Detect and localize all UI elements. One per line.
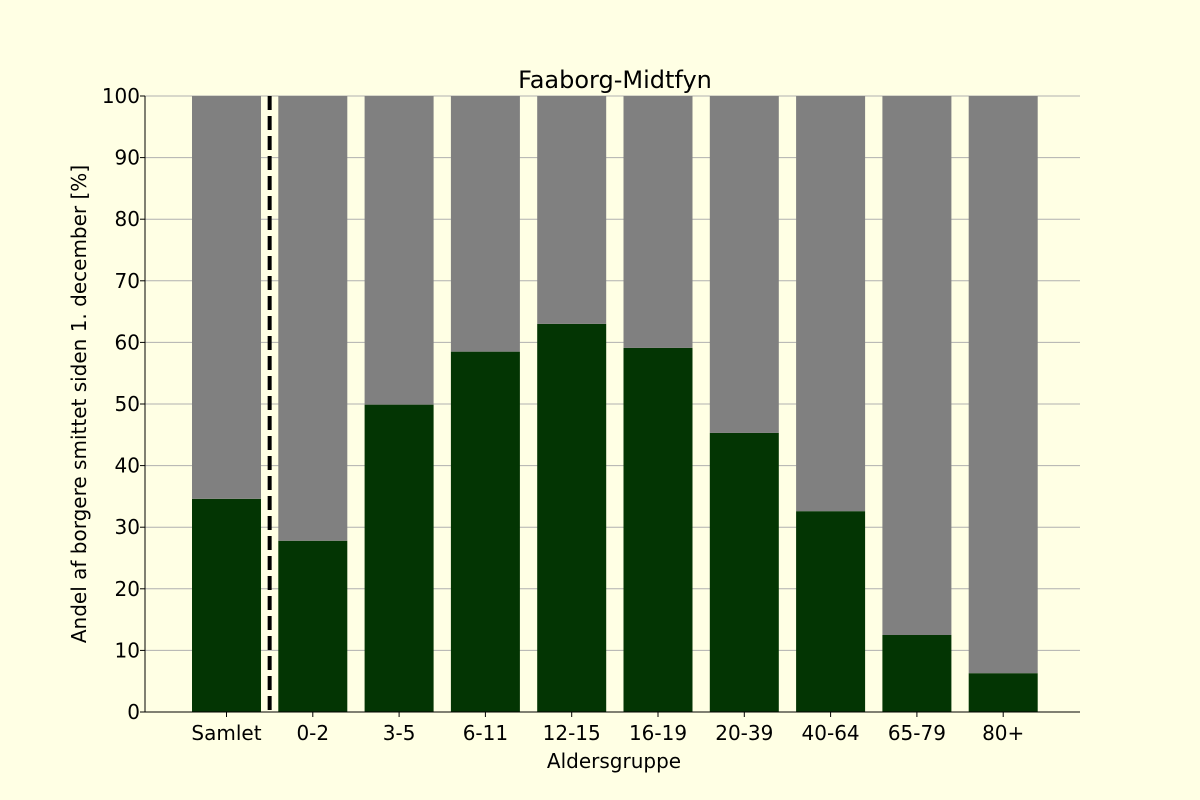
- bar-segment-remaining: [192, 96, 261, 499]
- y-axis-label: Andel af borgere smittet siden 1. decemb…: [67, 165, 91, 643]
- y-tick-label: 50: [115, 392, 140, 416]
- bar-segment-infected: [882, 635, 952, 712]
- y-tick-label: 10: [115, 638, 140, 662]
- y-tick-label: 40: [115, 454, 140, 478]
- bar-segment-infected: [537, 323, 607, 712]
- bar-segment-infected: [364, 404, 434, 712]
- bar-segment-infected: [278, 540, 348, 712]
- bar-segment-remaining: [968, 96, 1038, 674]
- bar-segment-remaining: [882, 96, 952, 635]
- x-tick-label: 65-79: [888, 721, 946, 745]
- bar-segment-infected: [192, 498, 261, 712]
- y-tick-label: 60: [115, 330, 140, 354]
- x-tick-label: 6-11: [463, 721, 508, 745]
- bar-segment-remaining: [364, 96, 434, 405]
- x-tick-label: 80+: [982, 721, 1024, 745]
- axes: [140, 95, 1080, 717]
- y-tick-label: 0: [127, 700, 140, 724]
- y-tick-label: 80: [115, 207, 140, 231]
- y-tick-label: 90: [115, 146, 140, 170]
- y-tick-label: 70: [115, 269, 140, 293]
- labels: Faaborg-Midtfyn Aldersgruppe Andel af bo…: [67, 66, 1024, 773]
- bar-segment-infected: [709, 432, 779, 712]
- y-tick-label: 30: [115, 515, 140, 539]
- bar-segment-remaining: [796, 96, 866, 512]
- bars: [192, 96, 1038, 712]
- x-axis-label: Aldersgruppe: [547, 749, 681, 773]
- y-tick-label: 20: [115, 577, 140, 601]
- chart-title: Faaborg-Midtfyn: [518, 66, 712, 94]
- x-tick-label: 0-2: [296, 721, 329, 745]
- x-tick-label: 16-19: [629, 721, 687, 745]
- bar-segment-infected: [450, 351, 520, 712]
- bar-segment-remaining: [537, 96, 607, 324]
- x-tick-label: Samlet: [191, 721, 261, 745]
- bar-segment-remaining: [709, 96, 779, 433]
- x-tick-label: 3-5: [383, 721, 416, 745]
- x-tick-label: 40-64: [802, 721, 860, 745]
- bar-segment-remaining: [623, 96, 693, 348]
- bar-segment-infected: [968, 673, 1038, 712]
- bar-segment-remaining: [278, 96, 348, 541]
- bar-segment-infected: [623, 347, 693, 712]
- y-tick-label: 100: [102, 84, 140, 108]
- x-tick-label: 12-15: [543, 721, 601, 745]
- bar-segment-infected: [796, 511, 866, 712]
- x-tick-label: 20-39: [715, 721, 773, 745]
- bar-segment-remaining: [450, 96, 520, 352]
